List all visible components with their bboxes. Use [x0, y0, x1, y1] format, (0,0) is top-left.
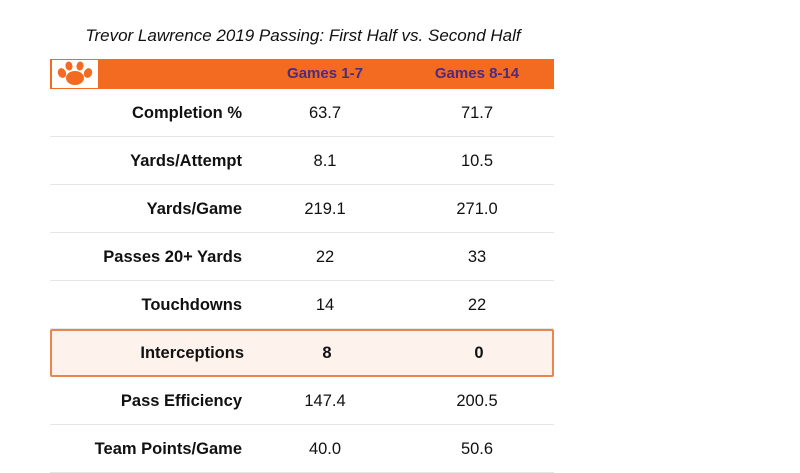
table-cell: 50.6: [460, 440, 494, 458]
table-cell: 8.1: [313, 152, 337, 170]
column-header-games-8-14: Games 8-14: [434, 65, 520, 82]
table-row: Interceptions 8 0: [50, 329, 554, 377]
table-row: Pass Efficiency 147.4 200.5: [50, 377, 554, 425]
table-cell: 147.4: [304, 392, 346, 410]
table-cell: 22: [315, 248, 335, 266]
table-row: Completion % 63.7 71.7: [50, 89, 554, 137]
table-row: Yards/Attempt 8.1 10.5: [50, 137, 554, 185]
stats-table: Games 1-7 Games 8-14 Completion % 63.7 71.…: [50, 59, 554, 473]
table-cell: 8: [322, 344, 332, 362]
table-cell: 271.0: [456, 200, 498, 218]
row-label: Pass Efficiency: [120, 392, 242, 410]
table-row: Team Points/Game 40.0 50.6: [50, 425, 554, 473]
table-cell: 10.5: [460, 152, 494, 170]
logo: [52, 60, 98, 88]
table-cell: 14: [315, 296, 335, 314]
tiger-paw-icon: [57, 61, 93, 85]
row-label: Yards/Attempt: [130, 152, 242, 170]
table-cell: 200.5: [456, 392, 498, 410]
row-label: Touchdowns: [141, 296, 242, 314]
table-body: Completion % 63.7 71.7 Yards/Attempt 8.1 10.5…: [50, 89, 554, 473]
table-cell: 219.1: [304, 200, 346, 218]
table-cell: 22: [467, 296, 487, 314]
row-label: Team Points/Game: [94, 440, 242, 458]
table-cell: 63.7: [308, 104, 342, 122]
column-header-games-1-7: Games 1-7: [287, 65, 363, 82]
table-cell: 40.0: [308, 440, 342, 458]
table-row: Touchdowns 14 22: [50, 281, 554, 329]
table-cell: 33: [467, 248, 487, 266]
table-row: Passes 20+ Yards 22 33: [50, 233, 554, 281]
row-label: Yards/Game: [146, 200, 242, 218]
table-cell: 0: [474, 344, 484, 362]
table-cell: 71.7: [460, 104, 494, 122]
row-label: Passes 20+ Yards: [103, 248, 242, 266]
row-label: Interceptions: [140, 344, 244, 362]
table-row: Yards/Game 219.1 271.0: [50, 185, 554, 233]
chart-title: Trevor Lawrence 2019 Passing: First Half…: [85, 26, 521, 45]
row-label: Completion %: [132, 104, 242, 122]
table-header: Games 1-7 Games 8-14: [50, 59, 554, 89]
